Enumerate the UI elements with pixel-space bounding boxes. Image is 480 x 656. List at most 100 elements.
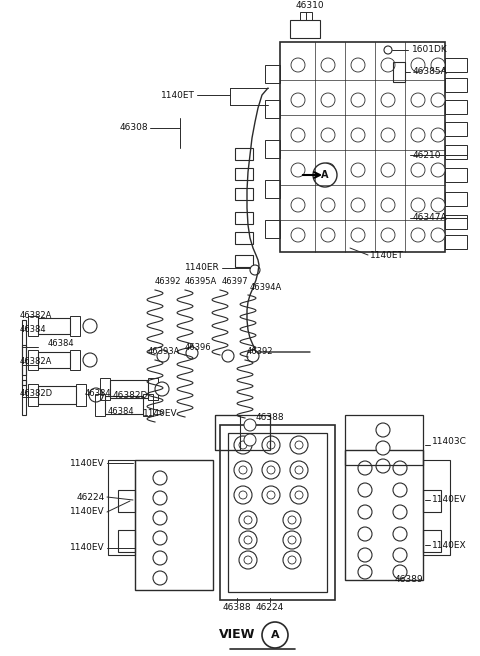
Bar: [265, 180, 280, 198]
Circle shape: [267, 441, 275, 449]
Bar: [290, 20, 320, 38]
Circle shape: [381, 198, 395, 212]
Circle shape: [393, 548, 407, 562]
Bar: [100, 378, 110, 400]
Circle shape: [376, 459, 390, 473]
Text: 1140EV: 1140EV: [143, 409, 177, 417]
Circle shape: [351, 228, 365, 242]
Circle shape: [381, 228, 395, 242]
Text: 46389: 46389: [395, 575, 424, 584]
Circle shape: [267, 466, 275, 474]
Circle shape: [351, 128, 365, 142]
Circle shape: [234, 436, 252, 454]
Circle shape: [295, 466, 303, 474]
Text: 46224: 46224: [256, 604, 284, 613]
Circle shape: [313, 163, 337, 187]
Bar: [215, 415, 240, 450]
Text: 1140EV: 1140EV: [71, 544, 105, 552]
Bar: [445, 122, 467, 136]
Circle shape: [358, 461, 372, 475]
Circle shape: [267, 491, 275, 499]
Bar: [345, 415, 423, 465]
Bar: [70, 350, 80, 370]
Bar: [105, 396, 143, 414]
Text: 1140ET: 1140ET: [370, 251, 404, 260]
Bar: [235, 148, 253, 160]
Circle shape: [262, 436, 280, 454]
Circle shape: [431, 163, 445, 177]
Text: 46384: 46384: [48, 338, 74, 348]
Circle shape: [358, 505, 372, 519]
Circle shape: [381, 58, 395, 72]
Circle shape: [358, 483, 372, 497]
Circle shape: [381, 128, 395, 142]
Circle shape: [244, 556, 252, 564]
Circle shape: [291, 58, 305, 72]
Circle shape: [153, 511, 167, 525]
Text: A: A: [271, 630, 279, 640]
Bar: [118, 490, 135, 512]
Circle shape: [250, 265, 260, 275]
Circle shape: [351, 58, 365, 72]
Bar: [445, 235, 467, 249]
Circle shape: [83, 319, 97, 333]
Circle shape: [283, 531, 301, 549]
Circle shape: [288, 516, 296, 524]
Bar: [143, 394, 153, 416]
Circle shape: [351, 163, 365, 177]
Circle shape: [153, 471, 167, 485]
Circle shape: [283, 511, 301, 529]
Text: 1140ER: 1140ER: [185, 264, 220, 272]
Circle shape: [262, 486, 280, 504]
Text: 46393A: 46393A: [148, 348, 180, 356]
Circle shape: [431, 128, 445, 142]
Text: 46394A: 46394A: [250, 283, 282, 291]
Bar: [445, 100, 467, 114]
Text: 1601DK: 1601DK: [412, 45, 448, 54]
Bar: [22, 320, 26, 375]
Bar: [118, 530, 135, 552]
Circle shape: [393, 461, 407, 475]
Text: 1140EV: 1140EV: [71, 459, 105, 468]
Circle shape: [288, 536, 296, 544]
Text: 46392: 46392: [155, 277, 181, 287]
Circle shape: [321, 163, 335, 177]
Text: 46392: 46392: [247, 348, 274, 356]
Text: A: A: [321, 170, 329, 180]
Circle shape: [295, 441, 303, 449]
Circle shape: [153, 531, 167, 545]
Text: 46397: 46397: [222, 277, 249, 287]
Circle shape: [234, 486, 252, 504]
Text: 46384: 46384: [108, 407, 134, 417]
Text: 46396: 46396: [185, 344, 212, 352]
Bar: [22, 380, 26, 415]
Bar: [110, 380, 148, 398]
Text: 46382D: 46382D: [20, 388, 53, 398]
Circle shape: [291, 163, 305, 177]
Text: 1140EV: 1140EV: [71, 508, 105, 516]
Circle shape: [358, 548, 372, 562]
Circle shape: [321, 128, 335, 142]
Text: 46382D: 46382D: [112, 392, 148, 401]
Bar: [445, 168, 467, 182]
Text: 46388: 46388: [256, 413, 284, 422]
Circle shape: [291, 128, 305, 142]
Text: 46384: 46384: [20, 325, 47, 335]
Circle shape: [89, 388, 103, 402]
Circle shape: [239, 551, 257, 569]
Bar: [445, 58, 467, 72]
Bar: [265, 65, 280, 83]
Bar: [445, 215, 467, 229]
Circle shape: [291, 93, 305, 107]
Bar: [38, 386, 76, 404]
Circle shape: [291, 228, 305, 242]
Circle shape: [376, 441, 390, 455]
Circle shape: [358, 527, 372, 541]
Text: 1140ET: 1140ET: [161, 91, 195, 100]
Circle shape: [321, 93, 335, 107]
Circle shape: [393, 483, 407, 497]
Circle shape: [381, 93, 395, 107]
Bar: [235, 232, 253, 244]
Circle shape: [376, 423, 390, 437]
Circle shape: [239, 466, 247, 474]
